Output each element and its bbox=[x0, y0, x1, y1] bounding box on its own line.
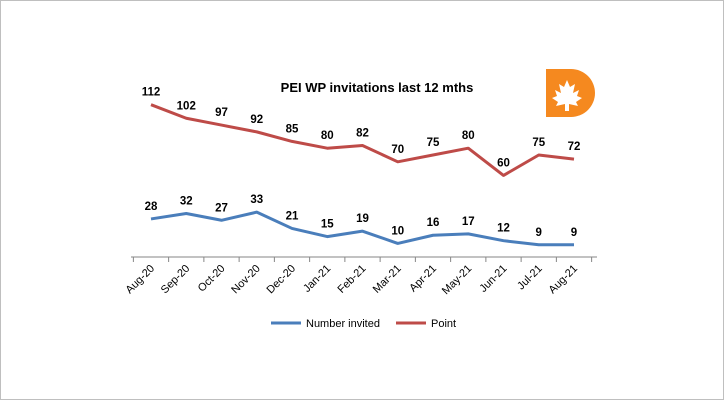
x-tick-label: May-21 bbox=[440, 263, 474, 297]
x-tick-label: Oct-20 bbox=[196, 263, 228, 295]
data-label-number-invited: 27 bbox=[215, 202, 228, 214]
data-label-number-invited: 12 bbox=[497, 223, 510, 235]
x-tick-label: Mar-21 bbox=[371, 263, 404, 296]
data-label-point: 85 bbox=[286, 123, 299, 135]
data-label-point: 70 bbox=[391, 144, 404, 156]
legend-label-point: Point bbox=[431, 318, 456, 330]
data-label-point: 60 bbox=[497, 157, 510, 169]
x-tick-label: Jul-21 bbox=[515, 263, 545, 293]
x-tick-label: Aug-21 bbox=[547, 263, 581, 297]
x-tick-label: Feb-21 bbox=[335, 263, 368, 296]
data-label-point: 72 bbox=[568, 141, 581, 153]
data-label-number-invited: 28 bbox=[145, 201, 158, 213]
data-label-number-invited: 32 bbox=[180, 195, 193, 207]
x-tick-label: Jan-21 bbox=[301, 263, 333, 295]
legend-label-number-invited: Number invited bbox=[306, 318, 380, 330]
x-tick-label: Apr-21 bbox=[407, 263, 439, 295]
data-label-point: 82 bbox=[356, 127, 369, 139]
data-label-point: 97 bbox=[215, 107, 228, 119]
series-line-number-invited bbox=[150, 210, 574, 247]
chart-title: PEI WP invitations last 12 mths bbox=[281, 80, 474, 95]
x-tick-label: Aug-20 bbox=[124, 263, 158, 297]
x-tick-label: Dec-20 bbox=[265, 263, 299, 297]
data-label-point: 80 bbox=[462, 130, 475, 142]
data-label-number-invited: 9 bbox=[536, 227, 542, 239]
series-line-point bbox=[150, 103, 575, 177]
data-label-point: 102 bbox=[177, 100, 196, 112]
data-label-point: 75 bbox=[532, 137, 545, 149]
logo bbox=[546, 69, 595, 117]
data-label-number-invited: 10 bbox=[391, 225, 404, 237]
data-label-number-invited: 19 bbox=[356, 213, 369, 225]
legend: Number invited Point bbox=[271, 318, 456, 330]
maple-leaf-icon bbox=[552, 80, 582, 111]
data-label-point: 112 bbox=[142, 87, 161, 99]
data-label-point: 92 bbox=[250, 114, 263, 126]
x-tick-label: Jun-21 bbox=[477, 263, 509, 295]
data-label-number-invited: 21 bbox=[286, 210, 299, 222]
x-tick-label: Sep-20 bbox=[159, 263, 193, 297]
data-label-point: 75 bbox=[427, 137, 440, 149]
data-label-point: 80 bbox=[321, 130, 334, 142]
data-label-number-invited: 17 bbox=[462, 216, 475, 228]
data-label-number-invited: 16 bbox=[427, 217, 440, 229]
x-tick-label: Nov-20 bbox=[229, 263, 263, 297]
data-label-number-invited: 9 bbox=[571, 227, 577, 239]
data-label-number-invited: 15 bbox=[321, 219, 334, 231]
data-label-number-invited: 33 bbox=[250, 194, 263, 206]
